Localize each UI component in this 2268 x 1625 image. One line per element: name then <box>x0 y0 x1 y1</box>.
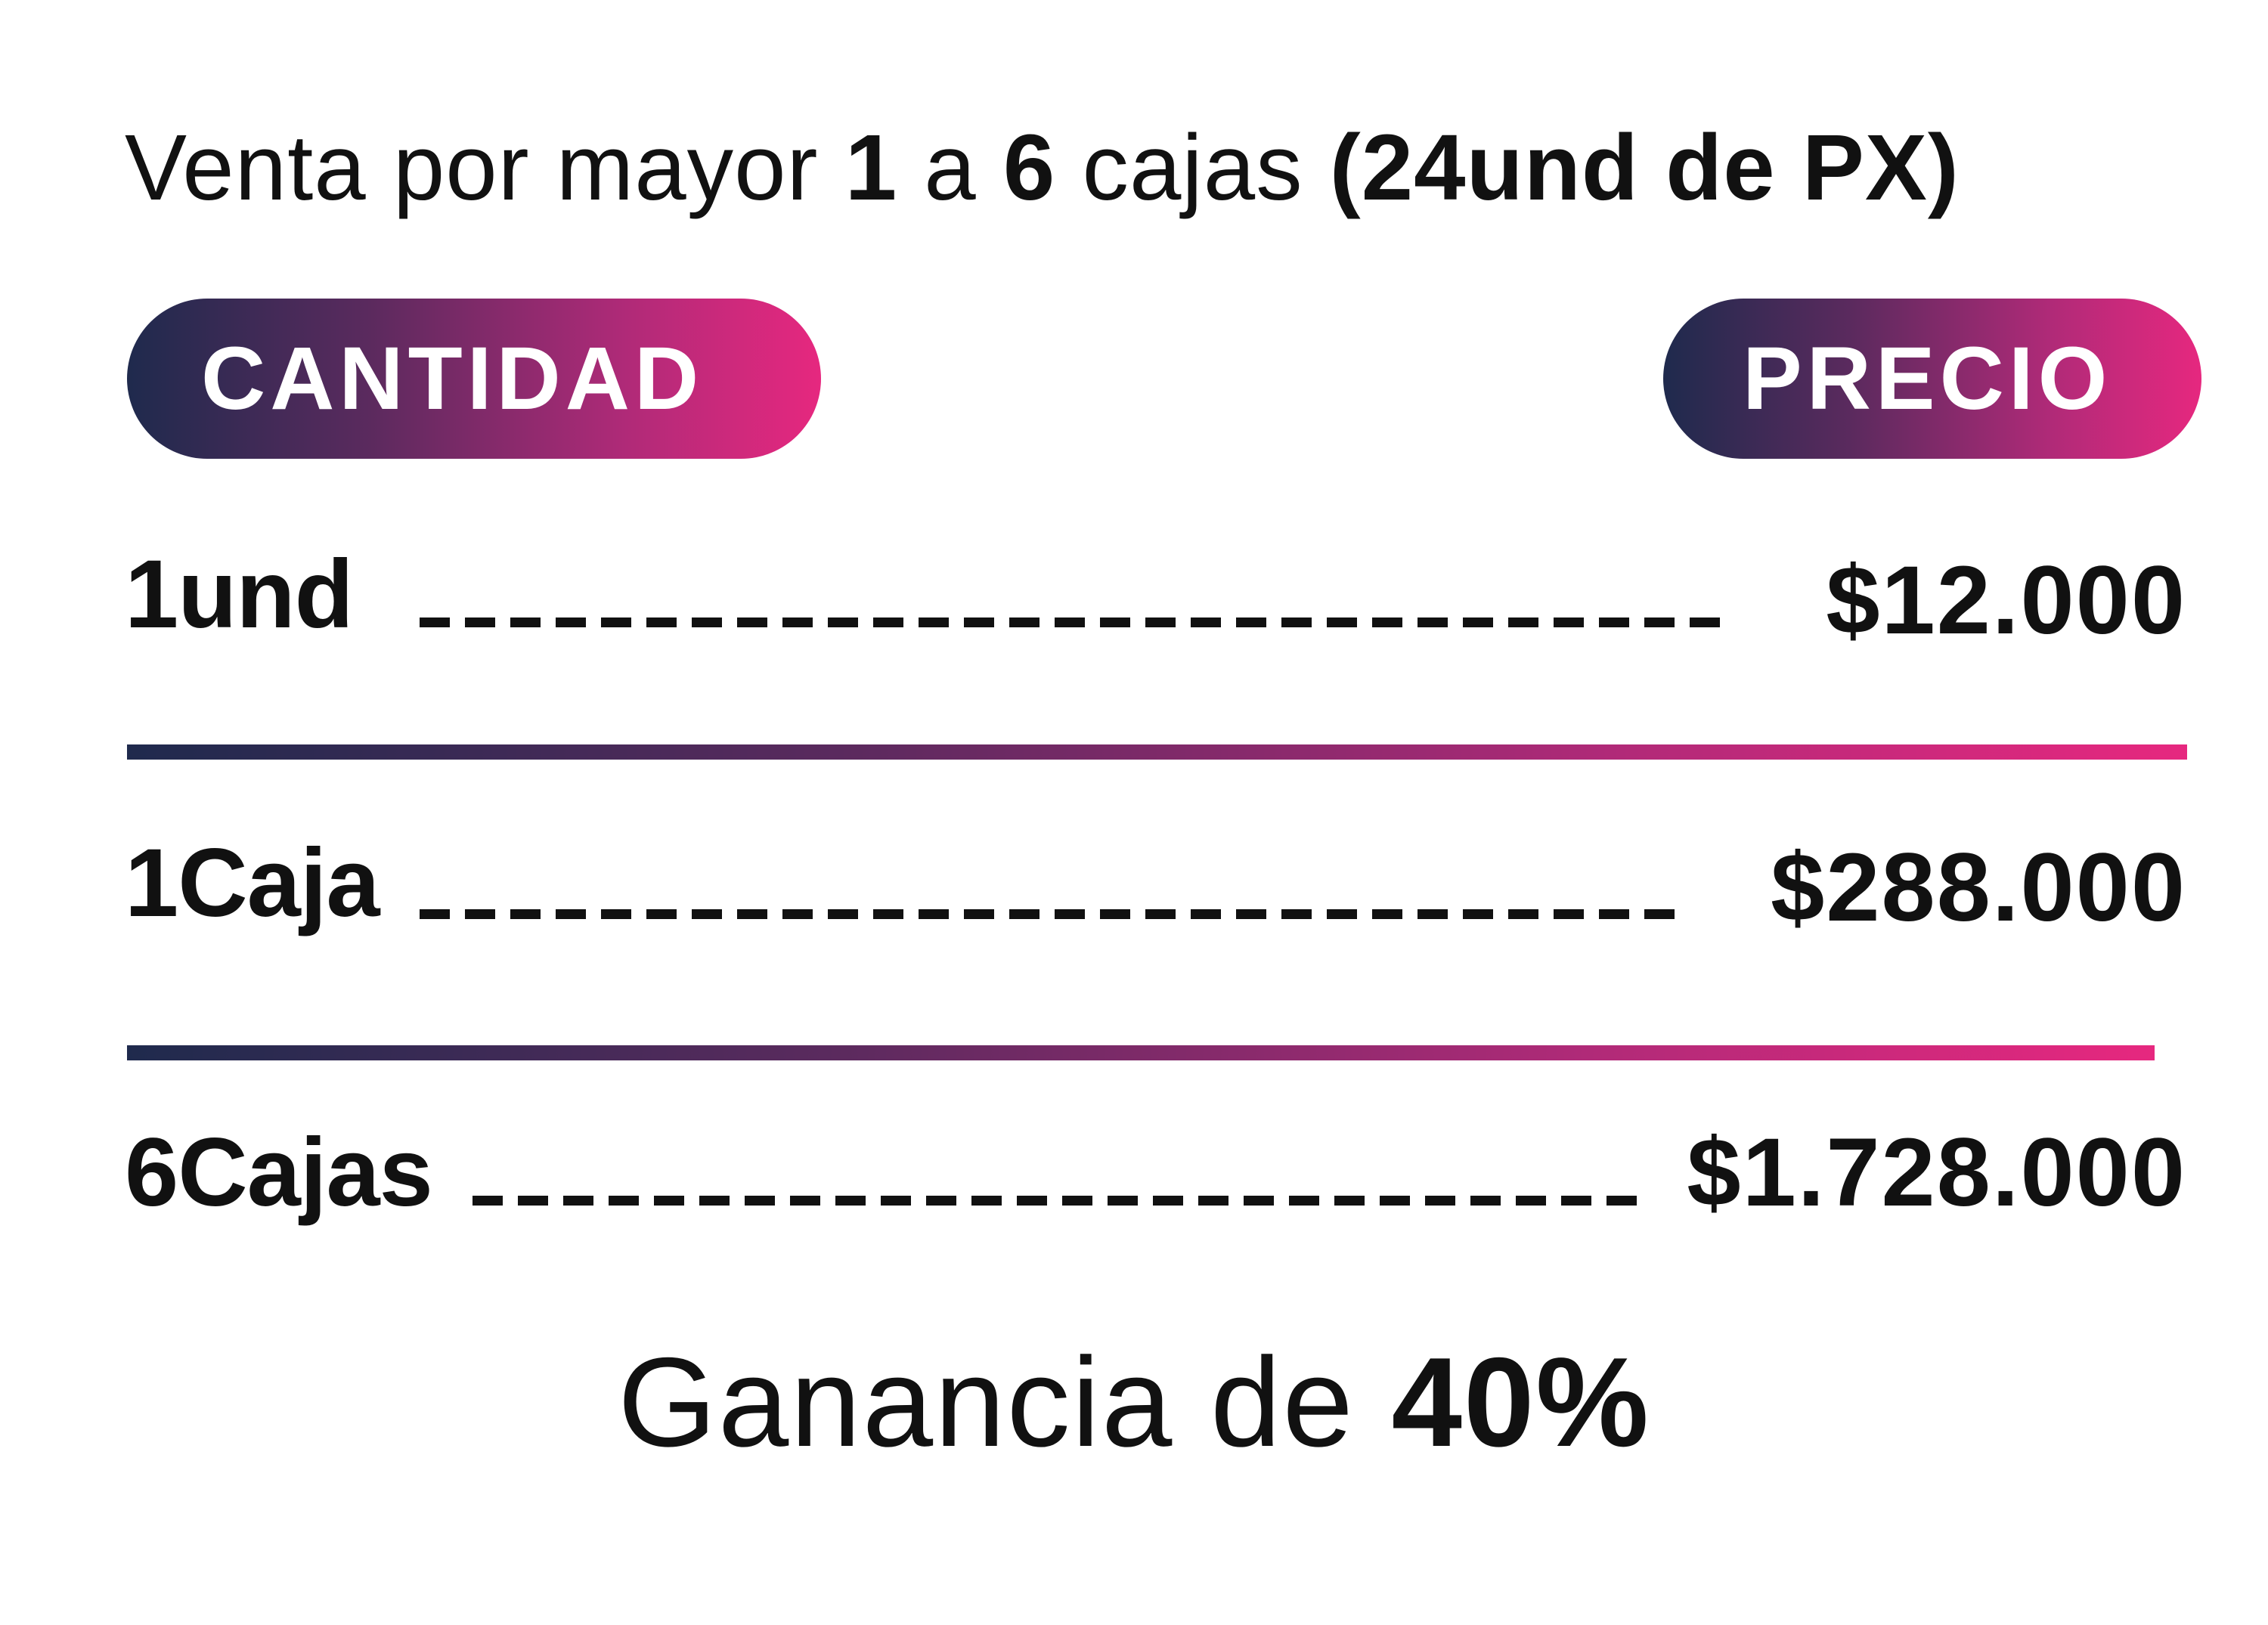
column-header-cantidad: CANTIDAD <box>127 299 821 459</box>
title-number-min: 1 <box>844 116 898 220</box>
profit-label: Ganancia de <box>618 1331 1392 1473</box>
page-title: Venta por mayor 1 a 6 cajas (24und de PX… <box>125 112 2166 225</box>
title-pack-info: (24und de PX) <box>1329 116 1960 220</box>
row-price: $1.728.000 <box>1687 1119 2186 1227</box>
title-text-1: Venta por mayor <box>125 116 845 220</box>
column-header-precio-label: PRECIO <box>1743 329 2112 429</box>
dotted-leader <box>420 909 1675 919</box>
row-price: $12.000 <box>1826 546 2186 655</box>
title-text-2: a <box>897 116 1003 220</box>
row-divider <box>127 744 2187 760</box>
price-row: 6Cajas $1.728.000 <box>0 1111 2268 1247</box>
title-text-3: cajas <box>1055 116 1330 220</box>
row-quantity: 6Cajas <box>125 1119 433 1227</box>
column-header-precio: PRECIO <box>1663 299 2201 459</box>
row-quantity: 1Caja <box>125 829 380 937</box>
title-number-max: 6 <box>1002 116 1056 220</box>
dotted-leader <box>420 618 1720 627</box>
column-header-cantidad-label: CANTIDAD <box>201 329 704 429</box>
row-price: $288.000 <box>1771 834 2186 942</box>
dotted-leader <box>472 1196 1648 1206</box>
profit-note: Ganancia de 40% <box>0 1326 2268 1478</box>
profit-value: 40% <box>1391 1331 1650 1473</box>
row-quantity: 1und <box>125 540 354 648</box>
row-divider <box>127 1045 2155 1060</box>
price-row: 1und $12.000 <box>0 533 2268 669</box>
price-row: 1Caja $288.000 <box>0 820 2268 956</box>
